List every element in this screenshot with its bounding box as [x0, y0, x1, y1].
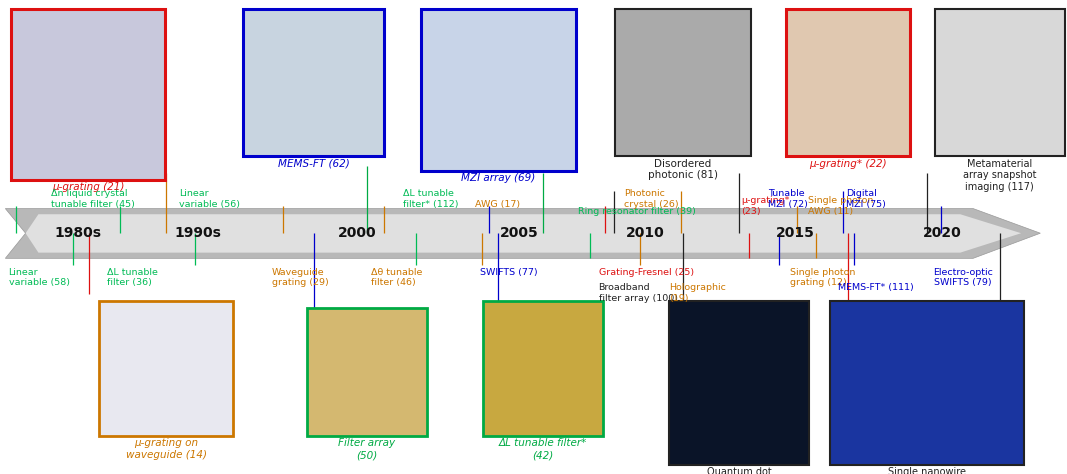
Text: Single photon
AWG (11): Single photon AWG (11) — [808, 196, 873, 216]
Text: SWIFTS (77): SWIFTS (77) — [480, 268, 538, 277]
Bar — [243, 9, 384, 156]
Text: 1980s: 1980s — [54, 226, 101, 240]
Text: Waveguide
grating (29): Waveguide grating (29) — [272, 268, 329, 287]
Text: 2005: 2005 — [500, 226, 539, 240]
Text: AWG (17): AWG (17) — [475, 200, 520, 209]
Polygon shape — [5, 209, 1040, 258]
Bar — [421, 9, 576, 171]
Bar — [483, 301, 603, 436]
Text: μ-grating on
waveguide (14): μ-grating on waveguide (14) — [126, 438, 207, 460]
Text: Quantum dot
broadband filter
array on CCD (86): Quantum dot broadband filter array on CC… — [696, 467, 783, 474]
Text: Photonic
crystal (26): Photonic crystal (26) — [624, 189, 679, 209]
Text: MEMS-FT* (111): MEMS-FT* (111) — [838, 283, 913, 292]
Text: Filter array
(50): Filter array (50) — [338, 438, 396, 460]
Text: μ-grating (21): μ-grating (21) — [52, 182, 125, 192]
Bar — [935, 9, 1065, 156]
Text: 2010: 2010 — [626, 226, 665, 240]
Text: ΔL tunable
filter* (112): ΔL tunable filter* (112) — [403, 189, 459, 209]
Bar — [99, 301, 233, 436]
Text: 2020: 2020 — [923, 226, 961, 240]
Text: Metamaterial
array snapshot
imaging (117): Metamaterial array snapshot imaging (117… — [964, 159, 1036, 192]
Text: μ-grating* (22): μ-grating* (22) — [810, 159, 887, 169]
Text: Linear
variable (56): Linear variable (56) — [179, 189, 240, 209]
Text: Broadband
filter array (100): Broadband filter array (100) — [599, 283, 678, 303]
Text: Single nanowire
broadband
detector array (13): Single nanowire broadband detector array… — [880, 467, 974, 474]
Text: 2015: 2015 — [776, 226, 814, 240]
Bar — [615, 9, 751, 156]
Text: 2000: 2000 — [338, 226, 377, 240]
Text: ΔL tunable
filter (36): ΔL tunable filter (36) — [107, 268, 158, 287]
Text: Electro-optic
SWIFTS (79): Electro-optic SWIFTS (79) — [934, 268, 993, 287]
Polygon shape — [26, 214, 1021, 253]
Text: Δn liquid crystal
tunable filter (45): Δn liquid crystal tunable filter (45) — [51, 189, 136, 209]
Text: ΔL tunable filter*
(42): ΔL tunable filter* (42) — [499, 438, 587, 460]
Text: Disordered
photonic (81): Disordered photonic (81) — [648, 159, 718, 181]
Text: Ring resonator filter (39): Ring resonator filter (39) — [578, 207, 696, 216]
Bar — [830, 301, 1024, 465]
Text: Digital
MZI (75): Digital MZI (75) — [846, 189, 886, 209]
Bar — [11, 9, 165, 180]
Text: Tunable
MZI (72): Tunable MZI (72) — [768, 189, 808, 209]
Text: Holographic
(19): Holographic (19) — [669, 283, 726, 303]
Text: MEMS-FT (62): MEMS-FT (62) — [277, 159, 350, 169]
Bar — [786, 9, 910, 156]
Text: Grating-Fresnel (25): Grating-Fresnel (25) — [599, 268, 694, 277]
Text: 1990s: 1990s — [174, 226, 221, 240]
Text: MZI array (69): MZI array (69) — [461, 173, 536, 183]
Text: Δθ tunable
filter (46): Δθ tunable filter (46) — [371, 268, 423, 287]
Bar — [669, 301, 809, 465]
Bar — [307, 308, 427, 436]
Text: μ-grating*
(23): μ-grating* (23) — [742, 196, 790, 216]
Text: Linear
variable (58): Linear variable (58) — [9, 268, 69, 287]
Text: Single photon
grating (12): Single photon grating (12) — [790, 268, 855, 287]
